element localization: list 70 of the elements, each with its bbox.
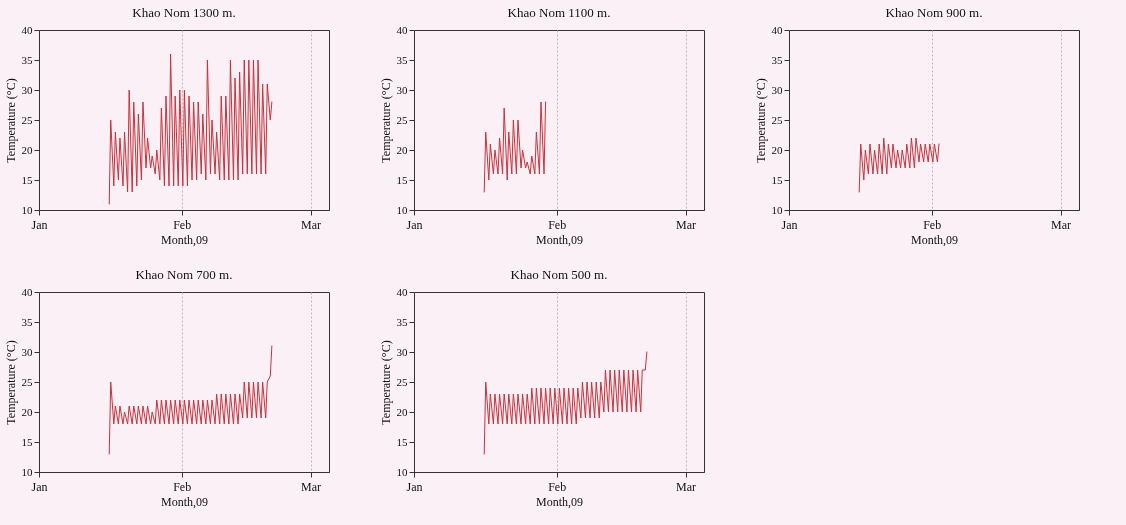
y-tick-label: 40 [771, 23, 783, 36]
y-tick-label: 10 [21, 203, 33, 216]
line-series [108, 345, 273, 455]
x-axis-title: Month,09 [160, 232, 209, 247]
y-tick-label: 30 [21, 83, 33, 96]
line-series [483, 351, 648, 455]
y-tick-label: 25 [396, 375, 408, 388]
y-tick-label: 15 [396, 435, 408, 448]
y-tick-label: 30 [21, 345, 33, 358]
x-tick-label: Feb [548, 479, 567, 494]
x-tick-label: Mar [301, 217, 322, 232]
y-axis-title: Temperature (°C) [378, 78, 393, 163]
x-tick-label: Mar [301, 479, 322, 494]
y-tick-label: 40 [21, 285, 33, 298]
x-axis-title: Month,09 [535, 494, 584, 509]
y-axis-title: Temperature (°C) [3, 78, 18, 163]
y-tick-label: 20 [21, 405, 33, 418]
x-tick-label: Feb [173, 479, 192, 494]
y-tick-label: 20 [396, 143, 408, 156]
y-tick-label: 35 [396, 315, 408, 328]
y-tick-label: 30 [396, 345, 408, 358]
chart-title: Khao Nom 700 m. [135, 267, 233, 282]
y-tick-label: 20 [771, 143, 783, 156]
x-axis-title: Month,09 [160, 494, 209, 509]
x-tick-label: Feb [923, 217, 942, 232]
chart-title: Khao Nom 1300 m. [132, 5, 236, 20]
y-tick-label: 15 [21, 173, 33, 186]
y-tick-label: 40 [396, 23, 408, 36]
y-tick-label: 25 [21, 375, 33, 388]
y-tick-label: 10 [396, 465, 408, 478]
y-tick-label: 10 [771, 203, 783, 216]
y-axis-title: Temperature (°C) [378, 340, 393, 425]
y-tick-label: 10 [21, 465, 33, 478]
y-axis-title: Temperature (°C) [3, 340, 18, 425]
x-tick-label: Jan [406, 479, 423, 494]
line-series [858, 137, 940, 193]
y-tick-label: 15 [396, 173, 408, 186]
chart-title: Khao Nom 1100 m. [507, 5, 611, 20]
y-tick-label: 15 [21, 435, 33, 448]
y-axis-title: Temperature (°C) [753, 78, 768, 163]
y-tick-label: 15 [771, 173, 783, 186]
line-series [108, 53, 273, 205]
y-tick-label: 35 [21, 315, 33, 328]
x-tick-label: Jan [31, 479, 48, 494]
chart-title: Khao Nom 500 m. [510, 267, 608, 282]
x-axis-title: Month,09 [535, 232, 584, 247]
x-tick-label: Jan [406, 217, 423, 232]
y-tick-label: 20 [21, 143, 33, 156]
y-tick-label: 40 [21, 23, 33, 36]
y-tick-label: 20 [396, 405, 408, 418]
x-tick-label: Mar [1051, 217, 1072, 232]
y-tick-label: 35 [771, 53, 783, 66]
x-axis-title: Month,09 [910, 232, 959, 247]
x-tick-label: Jan [31, 217, 48, 232]
y-tick-label: 10 [396, 203, 408, 216]
y-tick-label: 25 [396, 113, 408, 126]
y-tick-label: 30 [771, 83, 783, 96]
chart-title: Khao Nom 900 m. [885, 5, 983, 20]
x-tick-label: Feb [173, 217, 192, 232]
y-tick-label: 30 [396, 83, 408, 96]
line-series [483, 101, 547, 193]
y-tick-label: 25 [21, 113, 33, 126]
y-tick-label: 25 [771, 113, 783, 126]
y-tick-label: 40 [396, 285, 408, 298]
x-tick-label: Feb [548, 217, 567, 232]
y-tick-label: 35 [396, 53, 408, 66]
x-tick-label: Jan [781, 217, 798, 232]
x-tick-label: Mar [676, 479, 697, 494]
x-tick-label: Mar [676, 217, 697, 232]
y-tick-label: 35 [21, 53, 33, 66]
